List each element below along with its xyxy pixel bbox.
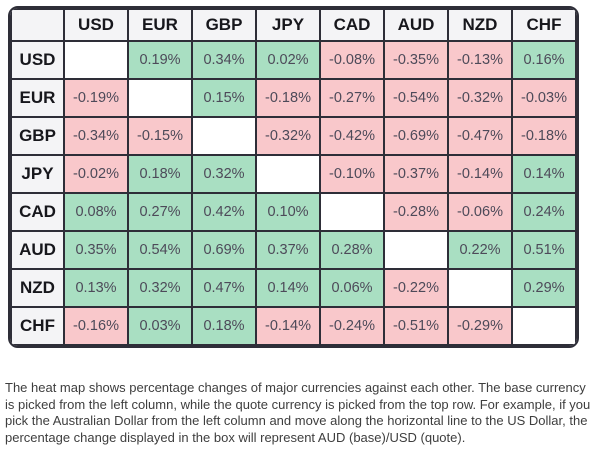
cell-nzd-usd: 0.13% — [63, 268, 129, 308]
row-header-nzd: NZD — [10, 268, 65, 308]
cell-jpy-jpy — [255, 154, 321, 194]
cell-gbp-nzd: -0.47% — [447, 116, 513, 156]
cell-usd-cad: -0.08% — [319, 40, 385, 80]
cell-eur-nzd: -0.32% — [447, 78, 513, 118]
cell-eur-jpy: -0.18% — [255, 78, 321, 118]
cell-aud-cad: 0.28% — [319, 230, 385, 270]
cell-nzd-chf: 0.29% — [511, 268, 577, 308]
cell-usd-eur: 0.19% — [127, 40, 193, 80]
cell-cad-chf: 0.24% — [511, 192, 577, 232]
cell-cad-gbp: 0.42% — [191, 192, 257, 232]
cell-aud-eur: 0.54% — [127, 230, 193, 270]
row-header-chf: CHF — [10, 306, 65, 346]
cell-nzd-eur: 0.32% — [127, 268, 193, 308]
cell-usd-usd — [63, 40, 129, 80]
cell-gbp-eur: -0.15% — [127, 116, 193, 156]
cell-gbp-usd: -0.34% — [63, 116, 129, 156]
currency-heatmap: USD EUR GBP JPY CAD AUD NZD CHF USD 0.19% 0.34% 0.… — [8, 6, 579, 348]
cell-aud-jpy: 0.37% — [255, 230, 321, 270]
heatmap-row-usd: USD 0.19% 0.34% 0.02% -0.08% -0.35% -0.13% 0.16… — [10, 40, 577, 80]
heatmap-table: USD EUR GBP JPY CAD AUD NZD CHF USD 0.19% 0.34% 0.… — [10, 8, 577, 346]
row-header-gbp: GBP — [10, 116, 65, 156]
cell-eur-aud: -0.54% — [383, 78, 449, 118]
caption: The heat map shows percentage changes of… — [5, 380, 591, 445]
column-header-eur: EUR — [127, 8, 193, 42]
heatmap-row-gbp: GBP -0.34% -0.15% -0.32% -0.42% -0.69% -0.47% -… — [10, 116, 577, 156]
cell-cad-eur: 0.27% — [127, 192, 193, 232]
cell-eur-cad: -0.27% — [319, 78, 385, 118]
heatmap-row-nzd: NZD 0.13% 0.32% 0.47% 0.14% 0.06% -0.22% 0.29% — [10, 268, 577, 308]
cell-gbp-gbp — [191, 116, 257, 156]
cell-usd-aud: -0.35% — [383, 40, 449, 80]
cell-eur-chf: -0.03% — [511, 78, 577, 118]
cell-chf-jpy: -0.14% — [255, 306, 321, 346]
cell-nzd-nzd — [447, 268, 513, 308]
column-header-aud: AUD — [383, 8, 449, 42]
cell-jpy-nzd: -0.14% — [447, 154, 513, 194]
cell-gbp-jpy: -0.32% — [255, 116, 321, 156]
column-header-gbp: GBP — [191, 8, 257, 42]
cell-aud-chf: 0.51% — [511, 230, 577, 270]
cell-eur-eur — [127, 78, 193, 118]
cell-chf-gbp: 0.18% — [191, 306, 257, 346]
cell-cad-usd: 0.08% — [63, 192, 129, 232]
column-header-cad: CAD — [319, 8, 385, 42]
column-header-jpy: JPY — [255, 8, 321, 42]
heatmap-row-aud: AUD 0.35% 0.54% 0.69% 0.37% 0.28% 0.22% 0.51% — [10, 230, 577, 270]
column-header-usd: USD — [63, 8, 129, 42]
cell-eur-gbp: 0.15% — [191, 78, 257, 118]
cell-cad-aud: -0.28% — [383, 192, 449, 232]
row-header-jpy: JPY — [10, 154, 65, 194]
cell-cad-cad — [319, 192, 385, 232]
cell-usd-chf: 0.16% — [511, 40, 577, 80]
cell-chf-eur: 0.03% — [127, 306, 193, 346]
cell-cad-jpy: 0.10% — [255, 192, 321, 232]
cell-jpy-usd: -0.02% — [63, 154, 129, 194]
heatmap-header: USD EUR GBP JPY CAD AUD NZD CHF — [10, 8, 577, 42]
cell-eur-usd: -0.19% — [63, 78, 129, 118]
column-header-nzd: NZD — [447, 8, 513, 42]
heatmap-row-eur: EUR -0.19% 0.15% -0.18% -0.27% -0.54% -0.32% -0… — [10, 78, 577, 118]
cell-nzd-jpy: 0.14% — [255, 268, 321, 308]
cell-chf-cad: -0.24% — [319, 306, 385, 346]
cell-nzd-aud: -0.22% — [383, 268, 449, 308]
cell-usd-gbp: 0.34% — [191, 40, 257, 80]
row-header-eur: EUR — [10, 78, 65, 118]
cell-gbp-aud: -0.69% — [383, 116, 449, 156]
cell-jpy-aud: -0.37% — [383, 154, 449, 194]
cell-gbp-cad: -0.42% — [319, 116, 385, 156]
cell-aud-nzd: 0.22% — [447, 230, 513, 270]
cell-nzd-cad: 0.06% — [319, 268, 385, 308]
cell-jpy-chf: 0.14% — [511, 154, 577, 194]
cell-chf-usd: -0.16% — [63, 306, 129, 346]
column-header-chf: CHF — [511, 8, 577, 42]
cell-nzd-gbp: 0.47% — [191, 268, 257, 308]
heatmap-header-row: USD EUR GBP JPY CAD AUD NZD CHF — [10, 8, 577, 42]
row-header-usd: USD — [10, 40, 65, 80]
cell-aud-gbp: 0.69% — [191, 230, 257, 270]
cell-chf-nzd: -0.29% — [447, 306, 513, 346]
heatmap-row-cad: CAD 0.08% 0.27% 0.42% 0.10% -0.28% -0.06% 0.24% — [10, 192, 577, 232]
cell-gbp-chf: -0.18% — [511, 116, 577, 156]
cell-aud-usd: 0.35% — [63, 230, 129, 270]
cell-jpy-gbp: 0.32% — [191, 154, 257, 194]
heatmap-row-jpy: JPY -0.02% 0.18% 0.32% -0.10% -0.37% -0.14% 0.1… — [10, 154, 577, 194]
cell-jpy-cad: -0.10% — [319, 154, 385, 194]
cell-chf-chf — [511, 306, 577, 346]
cell-aud-aud — [383, 230, 449, 270]
row-header-aud: AUD — [10, 230, 65, 270]
cell-chf-aud: -0.51% — [383, 306, 449, 346]
cell-cad-nzd: -0.06% — [447, 192, 513, 232]
cell-usd-jpy: 0.02% — [255, 40, 321, 80]
corner-cell — [10, 8, 65, 42]
cell-usd-nzd: -0.13% — [447, 40, 513, 80]
heatmap-row-chf: CHF -0.16% 0.03% 0.18% -0.14% -0.24% -0.51% -0.… — [10, 306, 577, 346]
row-header-cad: CAD — [10, 192, 65, 232]
cell-jpy-eur: 0.18% — [127, 154, 193, 194]
heatmap-body: USD 0.19% 0.34% 0.02% -0.08% -0.35% -0.13% 0.16… — [10, 40, 577, 346]
